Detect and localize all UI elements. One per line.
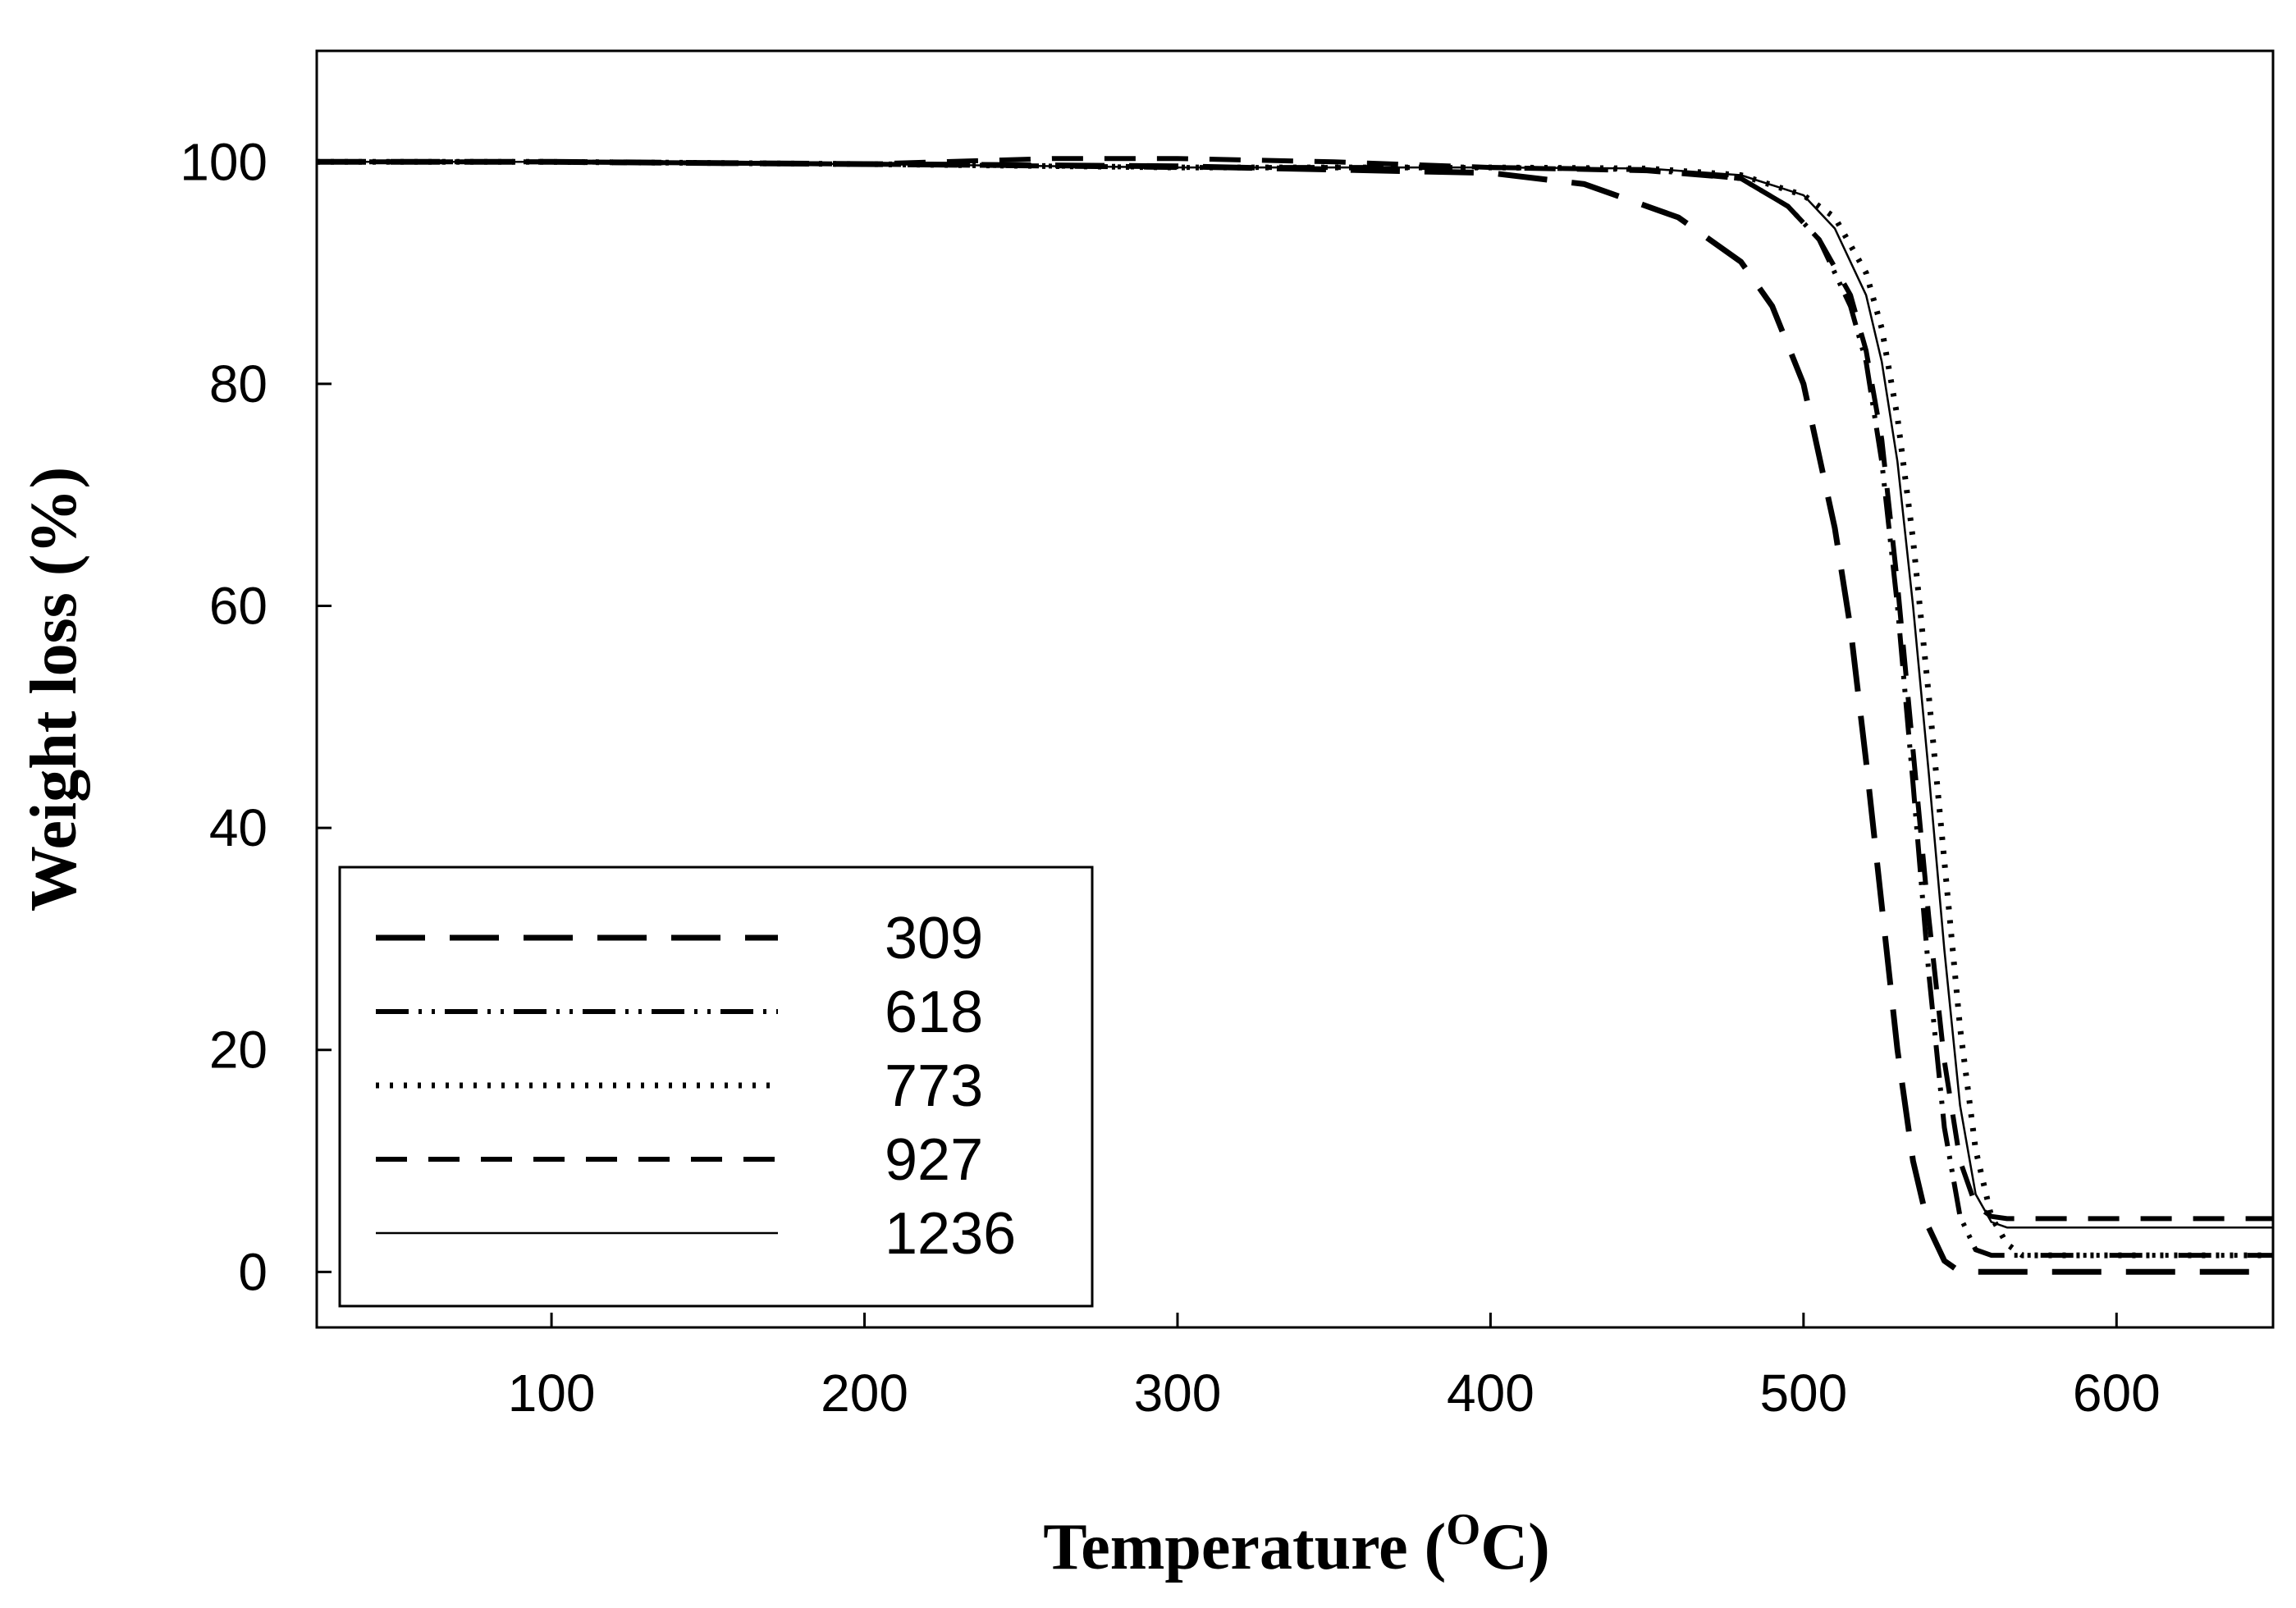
legend-label-1236: 1236 [885,1201,1016,1267]
x-tick-label: 600 [2073,1364,2161,1423]
legend-label-773: 773 [885,1053,983,1119]
y-tick-label: 80 [209,354,268,413]
series-lines [317,156,2273,1275]
x-tick-label: 500 [1759,1364,1847,1423]
x-axis-ticks: 100 200 300 400 500 600 [508,1313,2161,1423]
x-tick-label: 200 [821,1364,908,1423]
x-axis-title: Temperature (OC) [1043,1505,1549,1583]
legend-label-927: 927 [885,1127,983,1193]
x-axis-title-text: Temperature ( [1043,1511,1446,1583]
x-axis-title-superscript: O [1446,1505,1480,1554]
series-line-309 [317,158,2273,1275]
y-tick-label: 60 [209,577,268,636]
y-tick-label: 100 [180,132,268,191]
series-line-1236 [317,161,2273,1229]
y-tick-label: 20 [209,1021,268,1080]
y-axis-ticks: 0 20 40 60 80 100 [180,132,332,1301]
x-tick-label: 400 [1447,1364,1534,1423]
y-tick-label: 0 [238,1242,268,1301]
plot-frame [315,49,2275,1329]
x-tick-label: 100 [508,1364,596,1423]
x-tick-label: 300 [1134,1364,1222,1423]
legend-label-618: 618 [885,980,983,1045]
legend: 309 618 773 927 1236 [338,866,1094,1308]
legend-label-309: 309 [885,906,983,971]
y-axis-title: Weight loss (%) [18,467,90,911]
x-axis-title-unit: C) [1480,1511,1549,1583]
y-tick-label: 40 [209,798,268,857]
